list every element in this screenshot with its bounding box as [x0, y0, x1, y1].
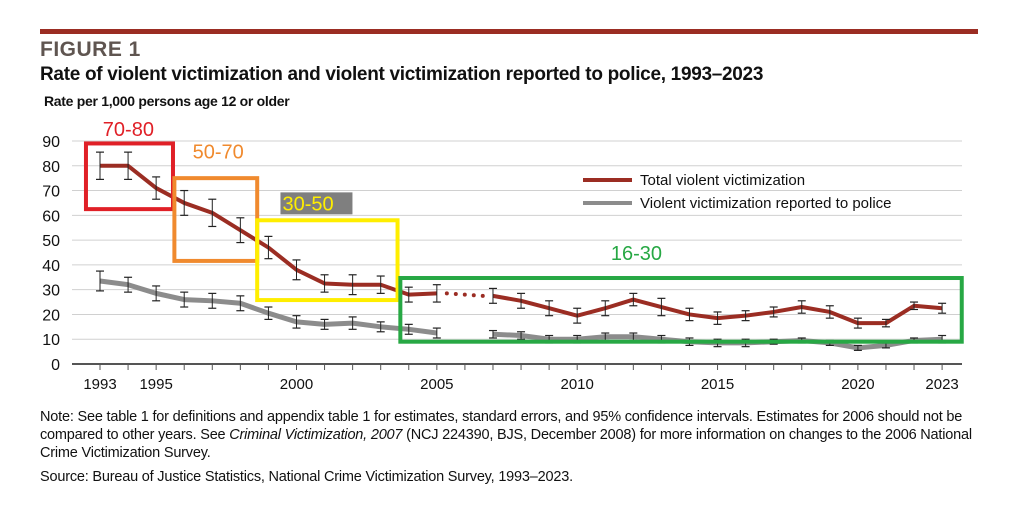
y-tick-label: 10 [42, 332, 60, 349]
note-text-2: (NCJ 224390, BJS, December 2008) for mor… [40, 427, 972, 461]
chart-title: Rate of violent victimization and violen… [40, 64, 764, 85]
note-publication: Criminal Victimization, 2007 [229, 427, 403, 443]
annotation-box [398, 276, 964, 344]
chart-note: Note: See table 1 for definitions and ap… [40, 408, 990, 462]
y-tick-label: 40 [42, 258, 60, 275]
x-tick-label: 2023 [925, 376, 958, 393]
legend-label: Violent victimization reported to police [640, 195, 892, 212]
x-tick-label: 2020 [841, 376, 874, 393]
top-rule [40, 29, 978, 34]
x-tick-label: 2000 [280, 376, 313, 393]
annotation-label: 30-50 [282, 193, 333, 215]
figure-label: FIGURE 1 [40, 38, 141, 61]
y-tick-label: 60 [42, 208, 60, 225]
annotation-label-bg [280, 192, 353, 215]
x-tick-label: 2010 [561, 376, 594, 393]
gap-connector [444, 291, 485, 298]
y-tick-label: 70 [42, 184, 60, 201]
annotation-label: 16-30 [611, 243, 662, 265]
chart-source: Source: Bureau of Justice Statistics, Na… [40, 469, 573, 485]
x-tick-label: 1995 [139, 376, 172, 393]
legend-label: Total violent victimization [640, 172, 805, 189]
x-tick-label: 1993 [83, 376, 116, 393]
y-tick-label: 80 [42, 159, 60, 176]
note-text: Note: See table 1 for definitions and ap… [40, 409, 963, 443]
y-tick-label: 90 [42, 134, 60, 151]
y-tick-label: 50 [42, 233, 60, 250]
y-tick-label: 30 [42, 283, 60, 300]
annotation-box [255, 218, 400, 303]
y-axis-label: Rate per 1,000 persons age 12 or older [44, 93, 290, 109]
y-tick-label: 20 [42, 307, 60, 324]
x-tick-label: 2005 [420, 376, 453, 393]
y-tick-label: 0 [51, 357, 60, 374]
annotation-label: 50-70 [193, 141, 244, 163]
x-tick-label: 2015 [701, 376, 734, 393]
annotation-label: 70-80 [103, 119, 154, 141]
series-line-total [100, 163, 437, 297]
